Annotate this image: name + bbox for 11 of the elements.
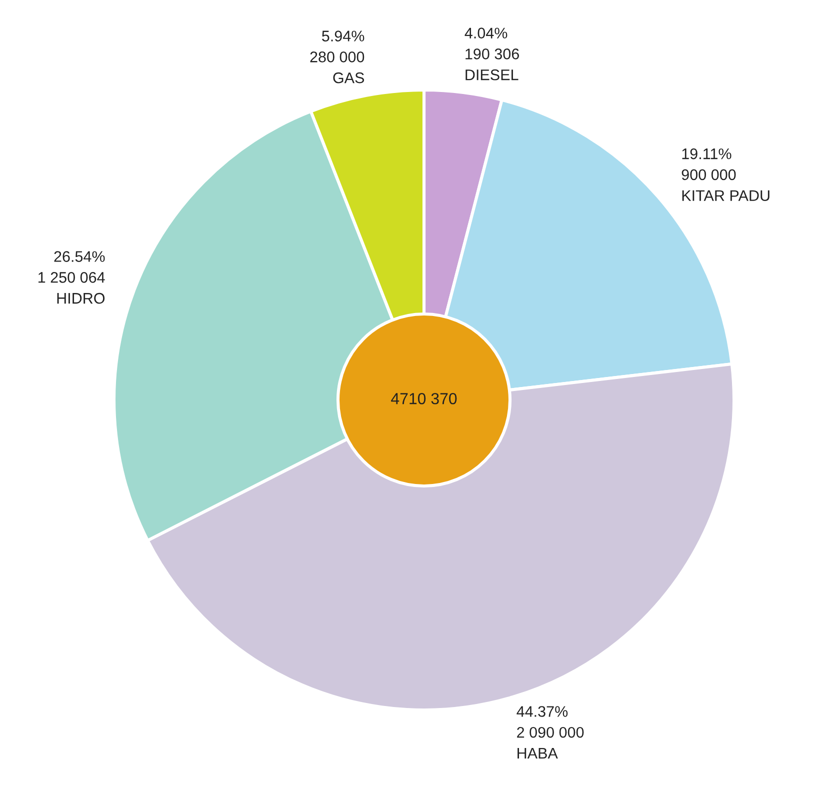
data-label: 5.94% 280 000 (310, 30, 364, 62)
slice-label: DIESEL (466, 69, 518, 80)
slice-label: KITAR PADU (682, 190, 770, 201)
slice-label: HIDRO (57, 292, 105, 304)
slice-label: GAS (333, 72, 364, 84)
slice-label: HABA (518, 748, 558, 759)
data-label: 26.54% 1 250 064 (38, 251, 105, 283)
data-label: 4.04% 190 306 (464, 28, 519, 60)
data-label: 19.11% 900 000 (682, 148, 736, 180)
text: 4710 370 (391, 392, 457, 404)
data-label: 44.37% 2 090 000 (516, 706, 584, 738)
